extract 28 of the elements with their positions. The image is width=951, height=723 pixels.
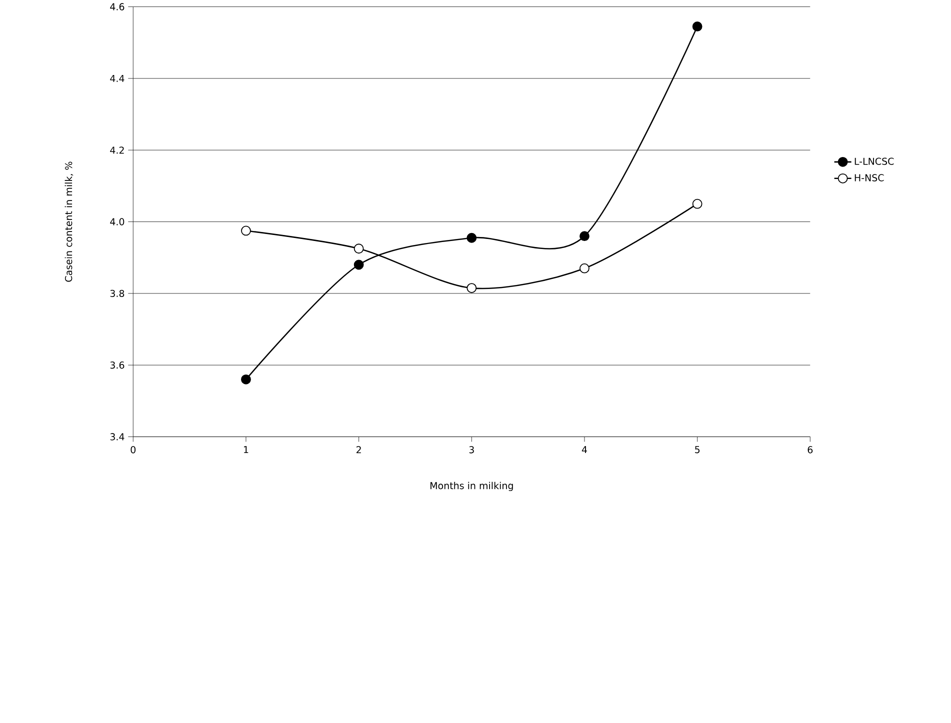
x-tick-label: 0 bbox=[130, 446, 136, 454]
x-tick-label: 3 bbox=[469, 446, 474, 454]
point bbox=[466, 282, 477, 293]
x-axis-title: Months in milking bbox=[430, 482, 513, 491]
x-tick-label: 5 bbox=[695, 446, 700, 453]
x-tick-label: 6 bbox=[808, 446, 813, 454]
point bbox=[354, 260, 364, 270]
point bbox=[692, 198, 702, 209]
x-tick-label: 1 bbox=[244, 446, 248, 453]
point bbox=[580, 230, 590, 241]
point bbox=[692, 21, 702, 32]
point bbox=[580, 263, 590, 274]
y-tick-label: 4.2 bbox=[110, 146, 124, 154]
y-tick-label: 4.4 bbox=[110, 74, 124, 82]
point bbox=[241, 374, 251, 384]
legend-label: L-LNCSC bbox=[854, 157, 894, 165]
x-tick-label: 4 bbox=[582, 446, 587, 453]
point bbox=[241, 226, 251, 236]
y-axis-title: Casein content in milk, % bbox=[64, 162, 74, 282]
x-tick-label: 2 bbox=[356, 446, 361, 453]
y-tick-label: 3.6 bbox=[110, 361, 124, 368]
y-tick-label: 4.6 bbox=[110, 2, 124, 10]
legend-label: H-NSC bbox=[854, 174, 884, 182]
y-tick-label: 3.4 bbox=[110, 432, 124, 440]
point bbox=[354, 243, 364, 254]
y-tick-label: 3.8 bbox=[110, 290, 124, 297]
point bbox=[466, 232, 477, 243]
y-tick-label: 4.0 bbox=[110, 218, 124, 226]
